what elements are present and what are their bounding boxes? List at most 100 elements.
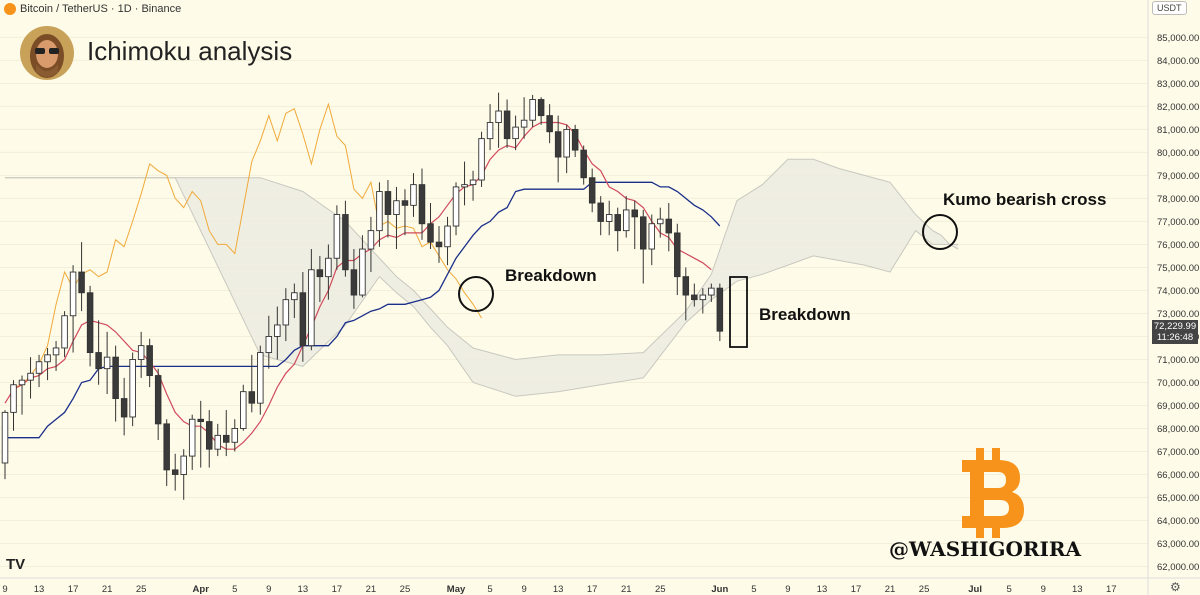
- candle-down: [614, 207, 621, 252]
- candle-body: [10, 384, 17, 413]
- breakdown-circle: [458, 276, 494, 312]
- y-tick-label: 76,000.00: [1157, 240, 1199, 251]
- x-tick-label: May: [447, 584, 466, 595]
- candle-up: [461, 161, 468, 206]
- x-tick-label: 25: [655, 584, 666, 595]
- candle-body: [529, 99, 536, 121]
- currency-badge[interactable]: USDT: [1152, 1, 1187, 15]
- candle-up: [478, 131, 485, 187]
- candle-body: [308, 269, 315, 347]
- candle-body: [333, 214, 341, 259]
- x-tick-label: Jun: [711, 584, 728, 595]
- candle-up: [231, 419, 239, 452]
- candle-up: [27, 357, 34, 399]
- candle-up: [61, 311, 68, 358]
- candle-up: [240, 384, 247, 431]
- candle-body: [223, 434, 230, 443]
- candle-up: [495, 92, 502, 148]
- candle-up: [444, 216, 451, 266]
- candle-body: [299, 292, 307, 347]
- candle-up: [359, 235, 366, 298]
- candle-body: [495, 110, 502, 123]
- x-tick-label: 9: [266, 584, 271, 595]
- candle-body: [401, 200, 409, 206]
- candle-up: [180, 449, 187, 500]
- candle-down: [197, 400, 204, 468]
- candle-body: [640, 216, 647, 250]
- candle-body: [257, 352, 264, 404]
- candle-body: [571, 128, 579, 151]
- y-tick-label: 81,000.00: [1157, 125, 1199, 136]
- x-tick-label: 9: [2, 584, 7, 595]
- x-tick-label: 21: [102, 584, 113, 595]
- candle-up: [308, 249, 315, 351]
- candle-body: [197, 418, 204, 423]
- candle-down: [350, 249, 358, 309]
- candle-body: [580, 149, 587, 179]
- x-tick-label: 9: [1041, 584, 1046, 595]
- candle-down: [316, 255, 324, 302]
- candle-down: [631, 200, 638, 250]
- x-tick-label: 17: [332, 584, 343, 595]
- x-tick-label: 13: [553, 584, 564, 595]
- candle-down: [665, 203, 673, 252]
- candle-body: [546, 115, 553, 133]
- candle-up: [188, 414, 196, 470]
- candle-down: [503, 99, 511, 148]
- candle-up: [265, 315, 273, 369]
- candle-body: [410, 184, 417, 206]
- candle-up: [452, 182, 460, 236]
- x-tick-label: 5: [751, 584, 756, 595]
- candle-down: [163, 419, 170, 486]
- candle-body: [240, 391, 247, 429]
- candle-body: [520, 119, 528, 128]
- candle-body: [163, 423, 170, 471]
- candle-body: [444, 225, 451, 248]
- x-tick-label: Jul: [968, 584, 982, 595]
- candle-down: [205, 410, 213, 468]
- candle-up: [1, 410, 9, 480]
- y-tick-label: 75,000.00: [1157, 263, 1199, 274]
- x-tick-label: 21: [621, 584, 632, 595]
- candle-down: [299, 272, 307, 362]
- candle-down: [554, 115, 562, 183]
- candle-body: [469, 179, 477, 186]
- candle-body: [1, 411, 9, 464]
- tradingview-logo-icon[interactable]: TV: [6, 556, 26, 573]
- candle-up: [486, 104, 494, 151]
- candle-body: [665, 218, 673, 234]
- candle-up: [44, 347, 51, 381]
- candle-down: [418, 168, 426, 240]
- x-tick-label: 13: [34, 584, 45, 595]
- x-tick-label: 17: [587, 584, 598, 595]
- x-tick-label: 25: [400, 584, 411, 595]
- y-tick-label: 78,000.00: [1157, 194, 1199, 205]
- candle-up: [520, 97, 528, 139]
- y-tick-label: 63,000.00: [1157, 539, 1199, 550]
- x-tick-label: 13: [298, 584, 309, 595]
- candle-body: [214, 434, 221, 450]
- x-tick-label: 13: [817, 584, 828, 595]
- y-tick-label: 70,000.00: [1157, 378, 1199, 389]
- y-tick-label: 68,000.00: [1157, 424, 1199, 435]
- y-tick-label: 84,000.00: [1157, 56, 1199, 67]
- candle-down: [435, 226, 443, 263]
- cloud-fill: [5, 159, 959, 397]
- x-tick-label: Apr: [193, 584, 210, 595]
- x-tick-label: 13: [1072, 584, 1083, 595]
- candle-body: [248, 391, 256, 404]
- candle-body: [231, 428, 239, 443]
- x-tick-label: 21: [885, 584, 896, 595]
- candle-down: [223, 410, 230, 457]
- settings-icon[interactable]: ⚙: [1170, 580, 1181, 594]
- candle-down: [384, 180, 392, 238]
- candle-up: [657, 207, 664, 238]
- y-tick-label: 66,000.00: [1157, 470, 1199, 481]
- candle-down: [342, 200, 349, 277]
- y-tick-label: 79,000.00: [1157, 171, 1199, 182]
- candle-body: [554, 131, 562, 158]
- symbol-header[interactable]: Bitcoin / TetherUS · 1D · Binance: [0, 0, 181, 18]
- y-tick-label: 62,000.00: [1157, 562, 1199, 573]
- candle-body: [614, 214, 621, 232]
